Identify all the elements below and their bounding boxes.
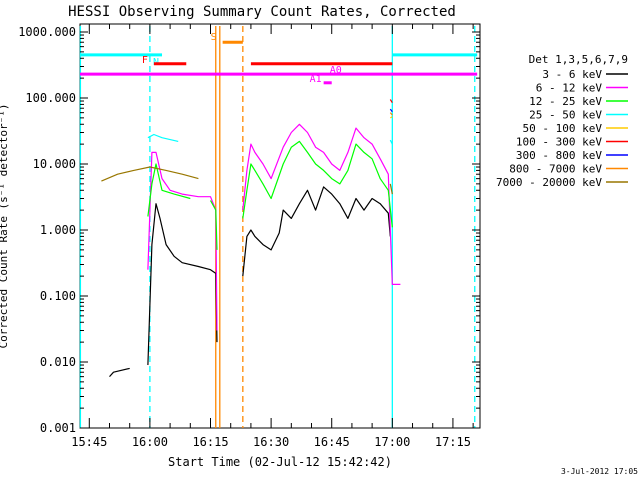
series-line [147, 203, 218, 366]
series-line [389, 99, 393, 104]
annotation-label: A0 [330, 65, 342, 76]
legend-title: Det 1,3,5,6,7,9 [529, 53, 628, 66]
y-tick-label: 1000.000 [18, 25, 76, 39]
y-axis-label: Corrected Count Rate (s⁻¹ detector⁻¹) [0, 103, 10, 348]
series-line [242, 140, 393, 228]
annotation-bars: NSFA0A1 [80, 32, 478, 85]
legend-label: 3 - 6 keV [542, 68, 602, 81]
x-tick-label: 15:45 [71, 435, 107, 449]
y-tick-label: 10.000 [33, 157, 76, 171]
series-line [389, 183, 393, 195]
legend-label: 800 - 7000 keV [509, 163, 602, 176]
series-line [101, 166, 199, 182]
y-tick-label: 100.000 [25, 91, 76, 105]
plot-timestamp: 3-Jul-2012 17:05 [561, 467, 638, 476]
legend-label: 25 - 50 keV [529, 109, 602, 122]
y-axis: 0.001 0.010 0.100 1.000 10.000 100.000 1000.00… [18, 25, 480, 435]
legend-label: 100 - 300 keV [516, 136, 602, 149]
y-tick-label: 0.001 [40, 421, 76, 435]
annotation-label: F [142, 55, 148, 66]
time-markers [79, 26, 476, 428]
x-axis: 15:45 16:00 16:15 16:30 16:45 17:00 17:15 [71, 24, 474, 449]
x-tick-label: 16:00 [132, 435, 168, 449]
x-axis-label: Start Time (02-Jul-12 15:42:42) [168, 455, 392, 469]
series-line [147, 163, 191, 217]
series-line [389, 112, 393, 116]
annotation-label: S [211, 32, 217, 43]
legend-label: 12 - 25 keV [529, 95, 602, 108]
x-tick-label: 16:30 [253, 435, 289, 449]
y-tick-label: 0.100 [40, 289, 76, 303]
series-line [147, 151, 218, 331]
series-line [389, 108, 393, 113]
x-tick-label: 17:00 [374, 435, 410, 449]
series-line [109, 367, 130, 378]
chart-title: HESSI Observing Summary Count Rates, Cor… [68, 4, 456, 20]
series-line [209, 200, 218, 250]
legend-label: 7000 - 20000 keV [496, 176, 602, 189]
series-line [147, 133, 179, 142]
x-tick-label: 17:15 [435, 435, 471, 449]
data-series [101, 99, 401, 378]
series-line [242, 123, 401, 285]
legend-label: 300 - 800 keV [516, 149, 602, 162]
x-tick-label: 16:15 [192, 435, 228, 449]
series-line [389, 139, 393, 145]
legend-label: 50 - 100 keV [523, 122, 603, 135]
legend-label: 6 - 12 keV [536, 82, 603, 95]
series-line [242, 186, 391, 277]
annotation-label: A1 [310, 74, 322, 85]
series-line [389, 116, 393, 119]
y-tick-label: 1.000 [40, 223, 76, 237]
x-tick-label: 16:45 [314, 435, 350, 449]
y-tick-label: 0.010 [40, 355, 76, 369]
